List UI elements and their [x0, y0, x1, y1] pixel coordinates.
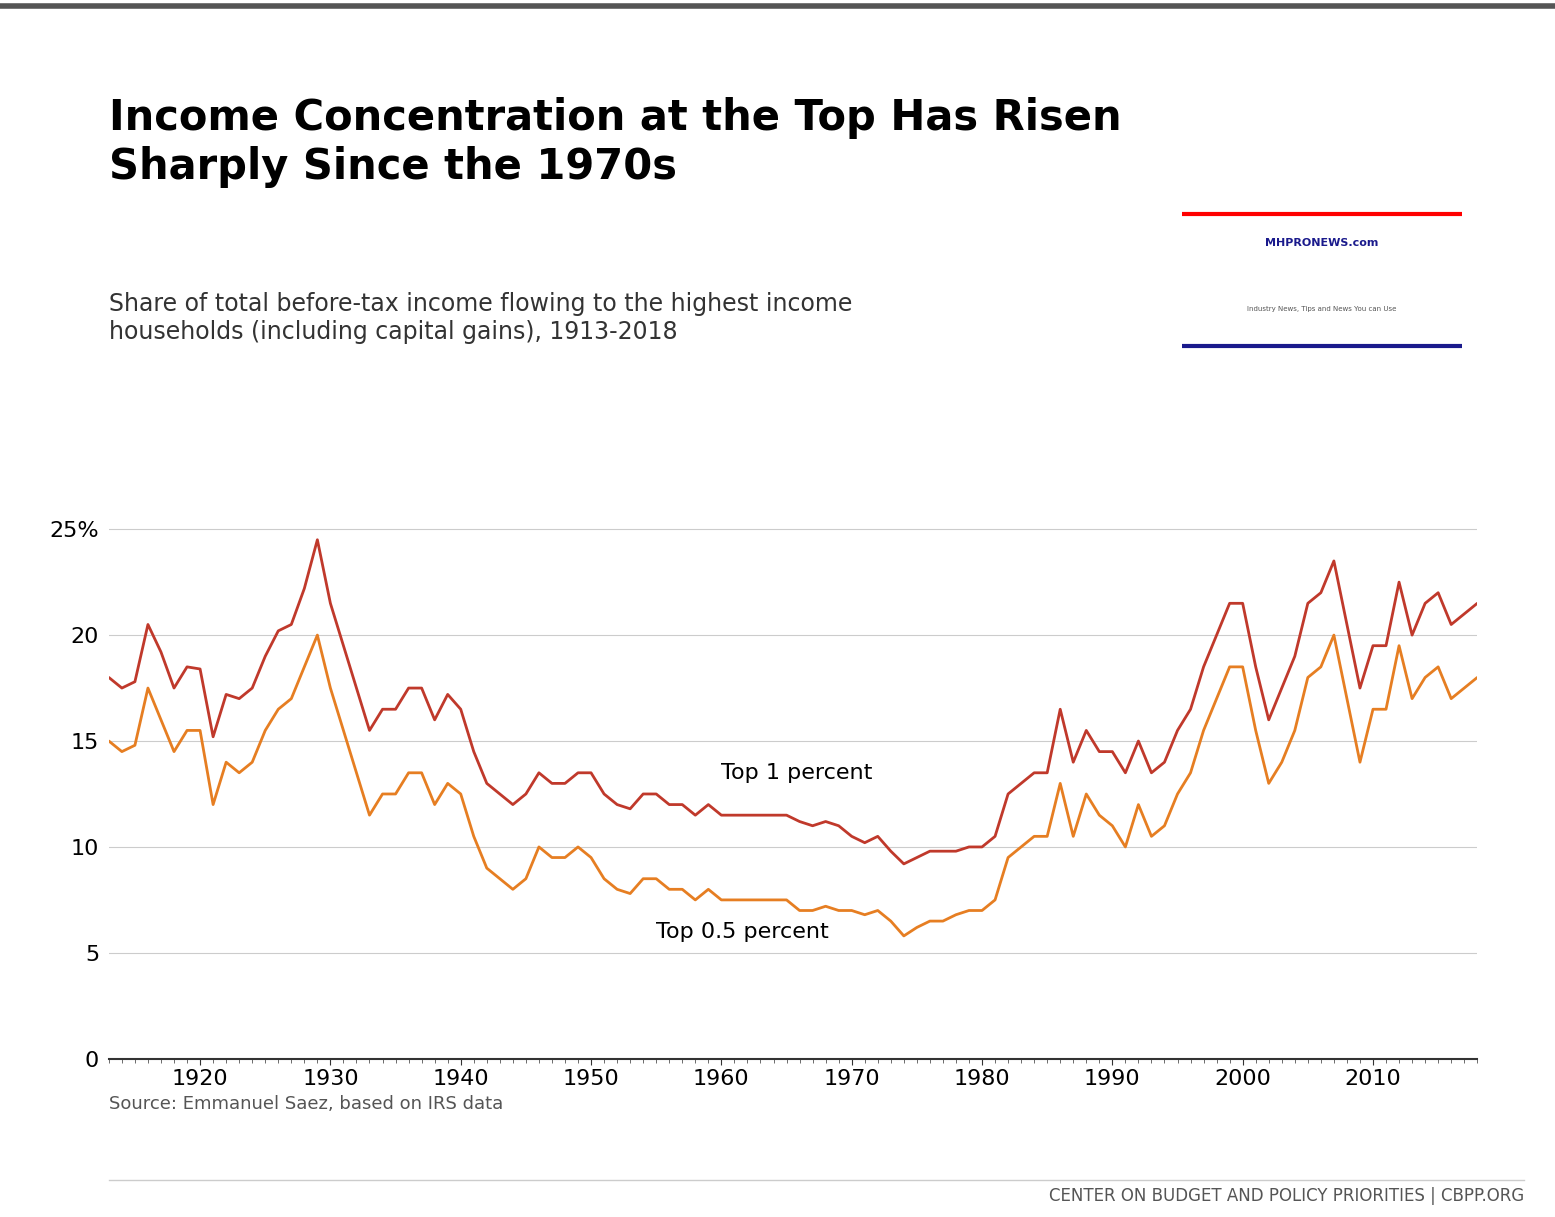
- Text: Income Concentration at the Top Has Risen
Sharply Since the 1970s: Income Concentration at the Top Has Rise…: [109, 97, 1121, 187]
- Text: Top 0.5 percent: Top 0.5 percent: [656, 921, 829, 942]
- Text: Share of total before-tax income flowing to the highest income
households (inclu: Share of total before-tax income flowing…: [109, 292, 852, 344]
- Text: Source: Emmanuel Saez, based on IRS data: Source: Emmanuel Saez, based on IRS data: [109, 1095, 504, 1114]
- Text: Top 1 percent: Top 1 percent: [722, 763, 872, 783]
- Text: MHPRONEWS.com: MHPRONEWS.com: [1266, 239, 1378, 248]
- Text: Industry News, Tips and News You can Use: Industry News, Tips and News You can Use: [1247, 307, 1396, 312]
- Text: CENTER ON BUDGET AND POLICY PRIORITIES | CBPP.ORG: CENTER ON BUDGET AND POLICY PRIORITIES |…: [1048, 1187, 1524, 1205]
